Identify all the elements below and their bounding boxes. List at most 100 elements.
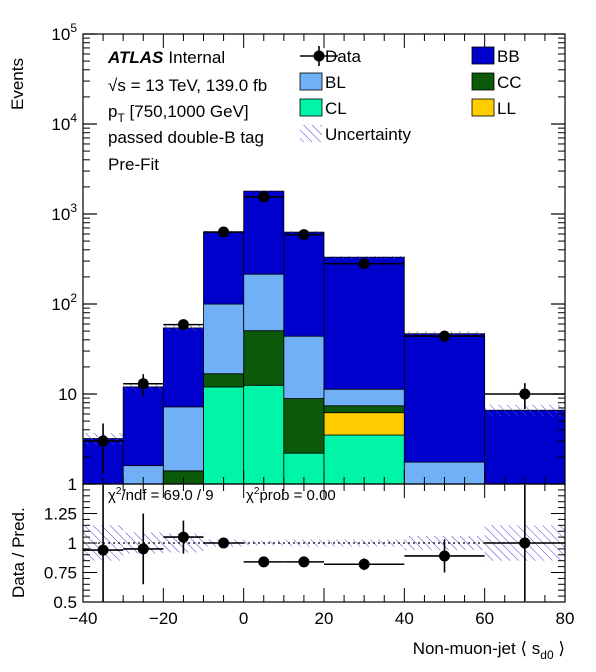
pt-range-label: pT [750,1000 GeV] bbox=[108, 102, 249, 125]
ratio-marker bbox=[298, 556, 310, 568]
legend-label: CL bbox=[325, 99, 347, 118]
bar-bl-5 bbox=[283, 335, 325, 399]
bar-bb-1 bbox=[122, 386, 164, 467]
ratio-y-axis-label: Data / Pred. bbox=[9, 507, 28, 598]
bar-cc-4 bbox=[243, 330, 285, 386]
ratio-point-3 bbox=[203, 537, 244, 549]
ratio-marker bbox=[358, 558, 370, 570]
x-tick-label: −40 bbox=[69, 609, 98, 628]
bar-bb-6 bbox=[323, 256, 405, 390]
data-point-2 bbox=[163, 319, 204, 331]
ratio-marker bbox=[177, 531, 189, 543]
x-axis-label: Non-muon-jet ⟨ sd0 ⟩ bbox=[413, 639, 565, 662]
plot-annotations: ATLAS Internal √s = 13 TeV, 139.0 fb pT [… bbox=[107, 48, 267, 174]
x-tick-label: 80 bbox=[556, 609, 575, 628]
ratio-panel: 0.5 0.75 1 1.25 −40 −20 0 20 40 60 80 Data / Pred… bbox=[9, 483, 575, 628]
bar-cc-6 bbox=[323, 405, 405, 414]
data-marker bbox=[218, 226, 230, 238]
bar-bb-4 bbox=[243, 190, 285, 275]
legend-label: Data bbox=[325, 47, 361, 66]
bar-bb-2 bbox=[162, 327, 204, 408]
y-tick-label: 105 bbox=[51, 21, 77, 44]
ratio-point-2 bbox=[163, 520, 204, 554]
x-axis-ticks-main bbox=[82, 34, 566, 484]
data-point-1 bbox=[123, 374, 164, 397]
bar-ll-6 bbox=[323, 412, 405, 436]
bar-bl-4 bbox=[243, 273, 285, 332]
ratio-point-5 bbox=[283, 556, 324, 568]
x-tick-label: −20 bbox=[149, 609, 178, 628]
y-axis-label: Events bbox=[8, 58, 27, 110]
x-tick-label: 60 bbox=[475, 609, 494, 628]
uncertainty-band-6 bbox=[324, 256, 405, 259]
ratio-marker bbox=[258, 556, 270, 568]
energy-lumi-label: √s = 13 TeV, 139.0 fb bbox=[108, 76, 267, 95]
legend-label: CC bbox=[497, 73, 522, 92]
data-marker bbox=[519, 388, 531, 400]
data-marker bbox=[97, 435, 109, 447]
data-marker bbox=[177, 319, 189, 331]
legend-label: Uncertainty bbox=[325, 125, 411, 144]
data-point-4 bbox=[243, 191, 284, 203]
legend-swatch bbox=[299, 72, 323, 91]
legend-item-bb: BB bbox=[471, 46, 520, 66]
ratio-y-tick-label: 1 bbox=[68, 534, 77, 553]
bar-bb-7 bbox=[403, 333, 486, 463]
bar-bb-8 bbox=[484, 409, 565, 484]
data-marker bbox=[439, 330, 450, 342]
bar-bl-2 bbox=[162, 406, 204, 472]
data-marker bbox=[358, 258, 370, 270]
legend-label: BL bbox=[325, 73, 346, 92]
x-tick-label: 0 bbox=[239, 609, 248, 628]
bar-cl-3 bbox=[203, 386, 245, 484]
legend-item-uncertainty: Uncertainty bbox=[300, 125, 411, 144]
data-marker bbox=[137, 378, 149, 390]
legend-item-cl: CL bbox=[299, 98, 347, 118]
data-points bbox=[83, 191, 565, 474]
uncertainty-band-4 bbox=[243, 190, 284, 192]
uncertainty-band-8 bbox=[484, 404, 565, 417]
legend-swatch bbox=[299, 98, 323, 117]
y-tick-label: 104 bbox=[51, 111, 77, 134]
data-marker bbox=[298, 229, 310, 241]
ratio-y-tick-label: 1.25 bbox=[44, 505, 77, 524]
x-axis-ticks: −40 −20 0 20 40 60 80 bbox=[69, 484, 575, 628]
legend-swatch bbox=[471, 98, 495, 117]
legend-marker-dot bbox=[313, 50, 325, 62]
ratio-point-0 bbox=[83, 485, 124, 602]
legend-swatch bbox=[471, 72, 495, 91]
bar-bl-3 bbox=[203, 303, 245, 375]
y-tick-label: 102 bbox=[51, 291, 77, 314]
bar-cc-3 bbox=[203, 373, 245, 388]
bar-cl-4 bbox=[243, 384, 285, 484]
ratio-y-tick-label: 0.75 bbox=[44, 564, 77, 583]
chi2-ndf-label: χ2/ndf = 69.0 / 9 bbox=[108, 486, 214, 504]
y-tick-label: 10 bbox=[58, 385, 77, 404]
legend-item-cc: CC bbox=[471, 72, 522, 92]
bar-bb-3 bbox=[203, 231, 245, 305]
legend-label: LL bbox=[497, 99, 516, 118]
legend-item-data: Data bbox=[300, 46, 361, 66]
data-point-6 bbox=[324, 258, 405, 270]
ratio-point-6 bbox=[324, 558, 405, 571]
data-point-5 bbox=[283, 229, 324, 241]
bar-cl-6 bbox=[323, 434, 405, 484]
ratio-y-tick-label: 0.5 bbox=[53, 593, 77, 612]
legend-hatch-swatch bbox=[300, 125, 322, 142]
ratio-marker bbox=[137, 543, 149, 555]
legend-swatch bbox=[471, 46, 495, 65]
ratio-data-points bbox=[83, 485, 565, 602]
bar-bl-6 bbox=[323, 388, 405, 407]
bar-bb-5 bbox=[283, 231, 325, 337]
bar-cc-5 bbox=[283, 398, 325, 454]
ratio-point-1 bbox=[123, 513, 164, 585]
stacked-histograms bbox=[83, 190, 565, 484]
selection-label: passed double-B tag bbox=[108, 128, 264, 147]
ratio-marker bbox=[97, 544, 109, 556]
legend: Data BB BL CC CL LL Uncertainty bbox=[299, 46, 522, 144]
chi2-prob-label: χ2prob = 0.00 bbox=[246, 486, 336, 504]
ratio-point-7 bbox=[404, 539, 485, 573]
main-panel: 1 10 102 103 104 105 Events bbox=[8, 21, 566, 494]
legend-label: BB bbox=[497, 47, 520, 66]
